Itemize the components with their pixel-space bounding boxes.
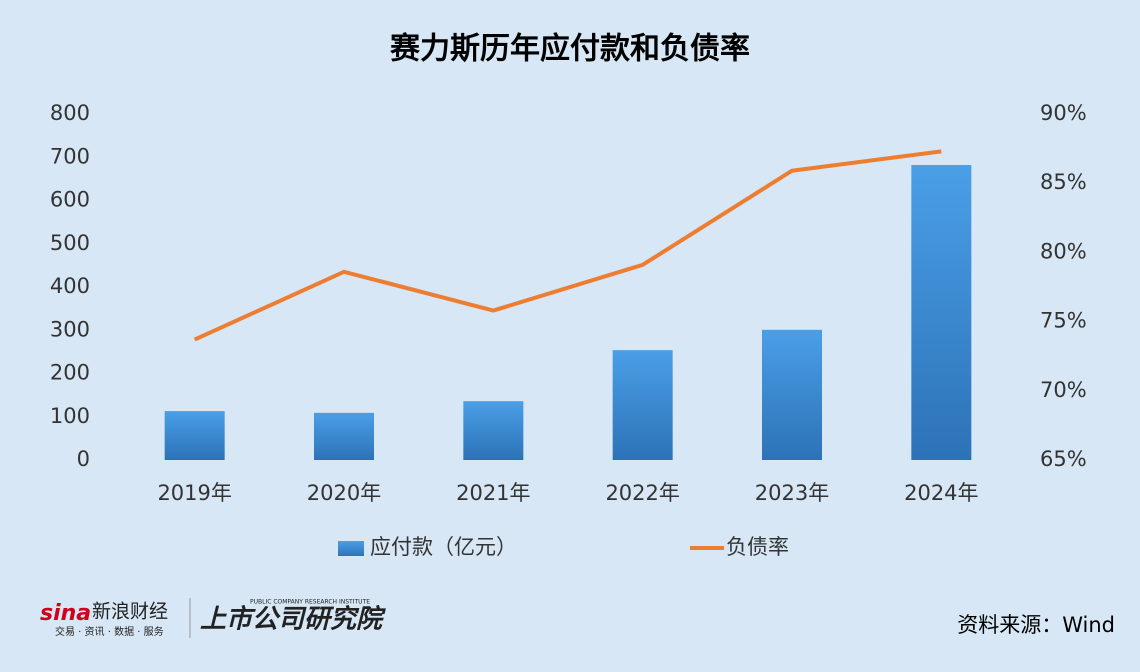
- logo-institute-en: PUBLIC COMPANY RESEARCH INSTITUTE: [250, 599, 370, 606]
- logo-institute: 上市公司研究院: [200, 605, 386, 635]
- y2-tick-label: 80%: [1040, 239, 1087, 263]
- y2-tick-label: 90%: [1040, 101, 1087, 125]
- y-tick-label: 400: [50, 274, 90, 298]
- bar: [463, 401, 524, 460]
- y-tick-label: 300: [50, 317, 90, 341]
- legend-swatch: [338, 541, 364, 556]
- footer: sina 新浪财经 交易 · 资讯 · 数据 · 服务 PUBLIC COMPA…: [40, 598, 1115, 638]
- legend-label: 负债率: [726, 535, 789, 559]
- x-tick-label: 2019年: [157, 481, 231, 505]
- x-tick-label: 2022年: [605, 481, 679, 505]
- logo-sina: sina: [40, 601, 91, 626]
- x-tick-label: 2021年: [456, 481, 530, 505]
- x-tick-label: 2020年: [307, 481, 381, 505]
- y-tick-label: 100: [50, 404, 90, 428]
- x-tick-label: 2023年: [755, 481, 829, 505]
- y-tick-label: 200: [50, 361, 90, 385]
- y2-tick-label: 75%: [1040, 309, 1087, 333]
- y-tick-label: 700: [50, 144, 90, 168]
- bar: [762, 329, 822, 460]
- source-note: 资料来源：Wind: [957, 613, 1115, 637]
- bar: [314, 412, 374, 460]
- y2-tick-label: 85%: [1040, 170, 1087, 194]
- logo-tagline: 交易 · 资讯 · 数据 · 服务: [55, 625, 164, 638]
- y-tick-label: 600: [50, 188, 90, 212]
- bar: [164, 411, 225, 460]
- bar: [612, 350, 673, 460]
- y-tick-label: 0: [77, 447, 90, 471]
- chart-title: 赛力斯历年应付款和负债率: [390, 32, 750, 67]
- x-tick-label: 2024年: [904, 481, 978, 505]
- y-tick-label: 800: [50, 101, 90, 125]
- bar: [911, 165, 972, 460]
- logo-name: 新浪财经: [92, 601, 168, 623]
- line: [193, 149, 942, 342]
- y2-tick-label: 70%: [1040, 378, 1087, 402]
- legend-label: 应付款（亿元）: [370, 535, 517, 559]
- y-tick-label: 500: [50, 231, 90, 255]
- y2-tick-label: 65%: [1040, 447, 1087, 471]
